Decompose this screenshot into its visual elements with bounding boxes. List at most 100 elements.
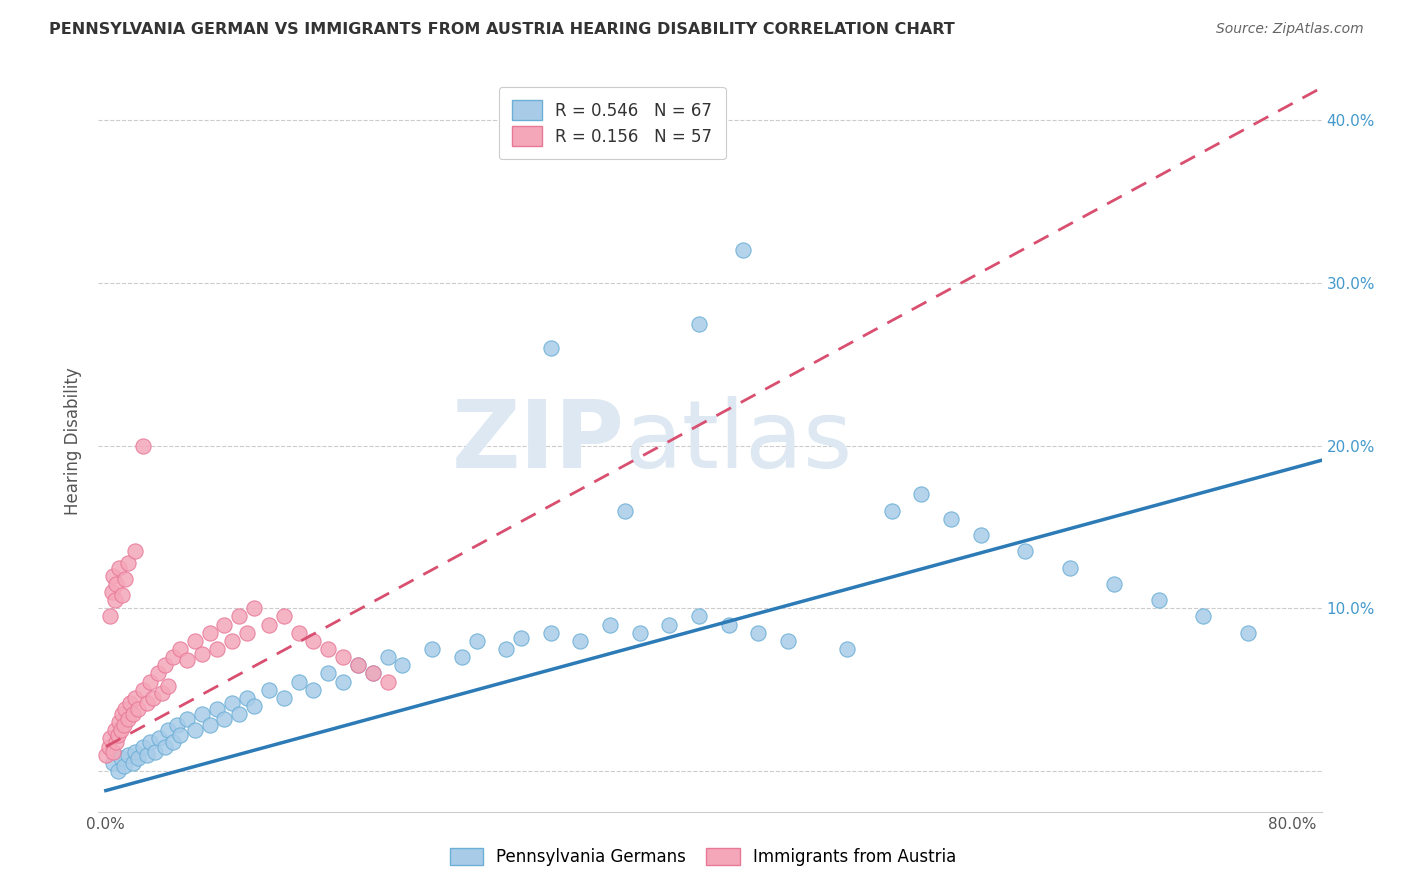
Point [124,544,146,558]
Point [97,739,120,754]
Point [108,560,131,574]
Point [124,745,146,759]
Point [287,625,309,640]
Point [273,690,295,705]
Point [139,674,162,689]
Point [1014,544,1036,558]
Point [136,747,159,762]
Point [880,504,903,518]
Point [118,696,141,710]
Point [169,642,191,657]
Point [221,696,243,710]
Point [1059,560,1081,574]
Point [214,712,236,726]
Point [540,625,562,640]
Point [148,731,170,746]
Point [162,650,184,665]
Point [613,504,636,518]
Y-axis label: Hearing Disability: Hearing Disability [65,368,83,516]
Point [157,723,180,738]
Point [114,702,136,716]
Point [361,666,384,681]
Point [176,653,198,667]
Point [257,682,280,697]
Point [688,609,710,624]
Point [117,556,139,570]
Point [107,728,129,742]
Point [112,759,135,773]
Point [688,317,710,331]
Point [316,642,339,657]
Point [347,658,370,673]
Text: PENNSYLVANIA GERMAN VS IMMIGRANTS FROM AUSTRIA HEARING DISABILITY CORRELATION CH: PENNSYLVANIA GERMAN VS IMMIGRANTS FROM A… [49,22,955,37]
Point [169,728,191,742]
Point [162,735,184,749]
Point [776,633,799,648]
Point [221,633,243,648]
Point [139,735,162,749]
Point [184,723,207,738]
Point [391,658,413,673]
Point [191,707,214,722]
Point [191,647,214,661]
Point [104,593,127,607]
Point [132,439,155,453]
Point [150,686,173,700]
Point [112,718,135,732]
Point [132,739,155,754]
Point [243,698,266,713]
Point [273,609,295,624]
Point [733,244,755,258]
Point [747,625,769,640]
Point [127,702,149,716]
Point [104,723,127,738]
Point [377,650,399,665]
Point [540,341,562,355]
Text: Source: ZipAtlas.com: Source: ZipAtlas.com [1216,22,1364,37]
Point [121,707,143,722]
Point [105,735,128,749]
Point [103,568,125,582]
Point [599,617,621,632]
Point [205,642,228,657]
Point [121,756,143,770]
Point [143,745,166,759]
Point [1192,609,1215,624]
Point [658,617,681,632]
Point [332,674,354,689]
Point [214,617,236,632]
Point [302,633,325,648]
Point [495,642,517,657]
Legend: Pennsylvania Germans, Immigrants from Austria: Pennsylvania Germans, Immigrants from Au… [441,840,965,875]
Point [166,718,188,732]
Point [1102,577,1125,591]
Point [302,682,325,697]
Point [107,764,129,778]
Point [142,690,165,705]
Point [105,577,128,591]
Point [450,650,472,665]
Point [361,666,384,681]
Point [110,723,132,738]
Point [124,690,146,705]
Point [235,625,257,640]
Point [98,731,121,746]
Point [420,642,443,657]
Point [198,718,221,732]
Point [205,702,228,716]
Point [94,747,117,762]
Point [628,625,651,640]
Point [228,609,250,624]
Point [939,512,962,526]
Point [127,751,149,765]
Point [146,666,169,681]
Point [132,682,155,697]
Point [117,747,139,762]
Point [377,674,399,689]
Point [117,712,139,726]
Point [153,658,176,673]
Point [228,707,250,722]
Point [184,633,207,648]
Point [332,650,354,665]
Point [98,609,121,624]
